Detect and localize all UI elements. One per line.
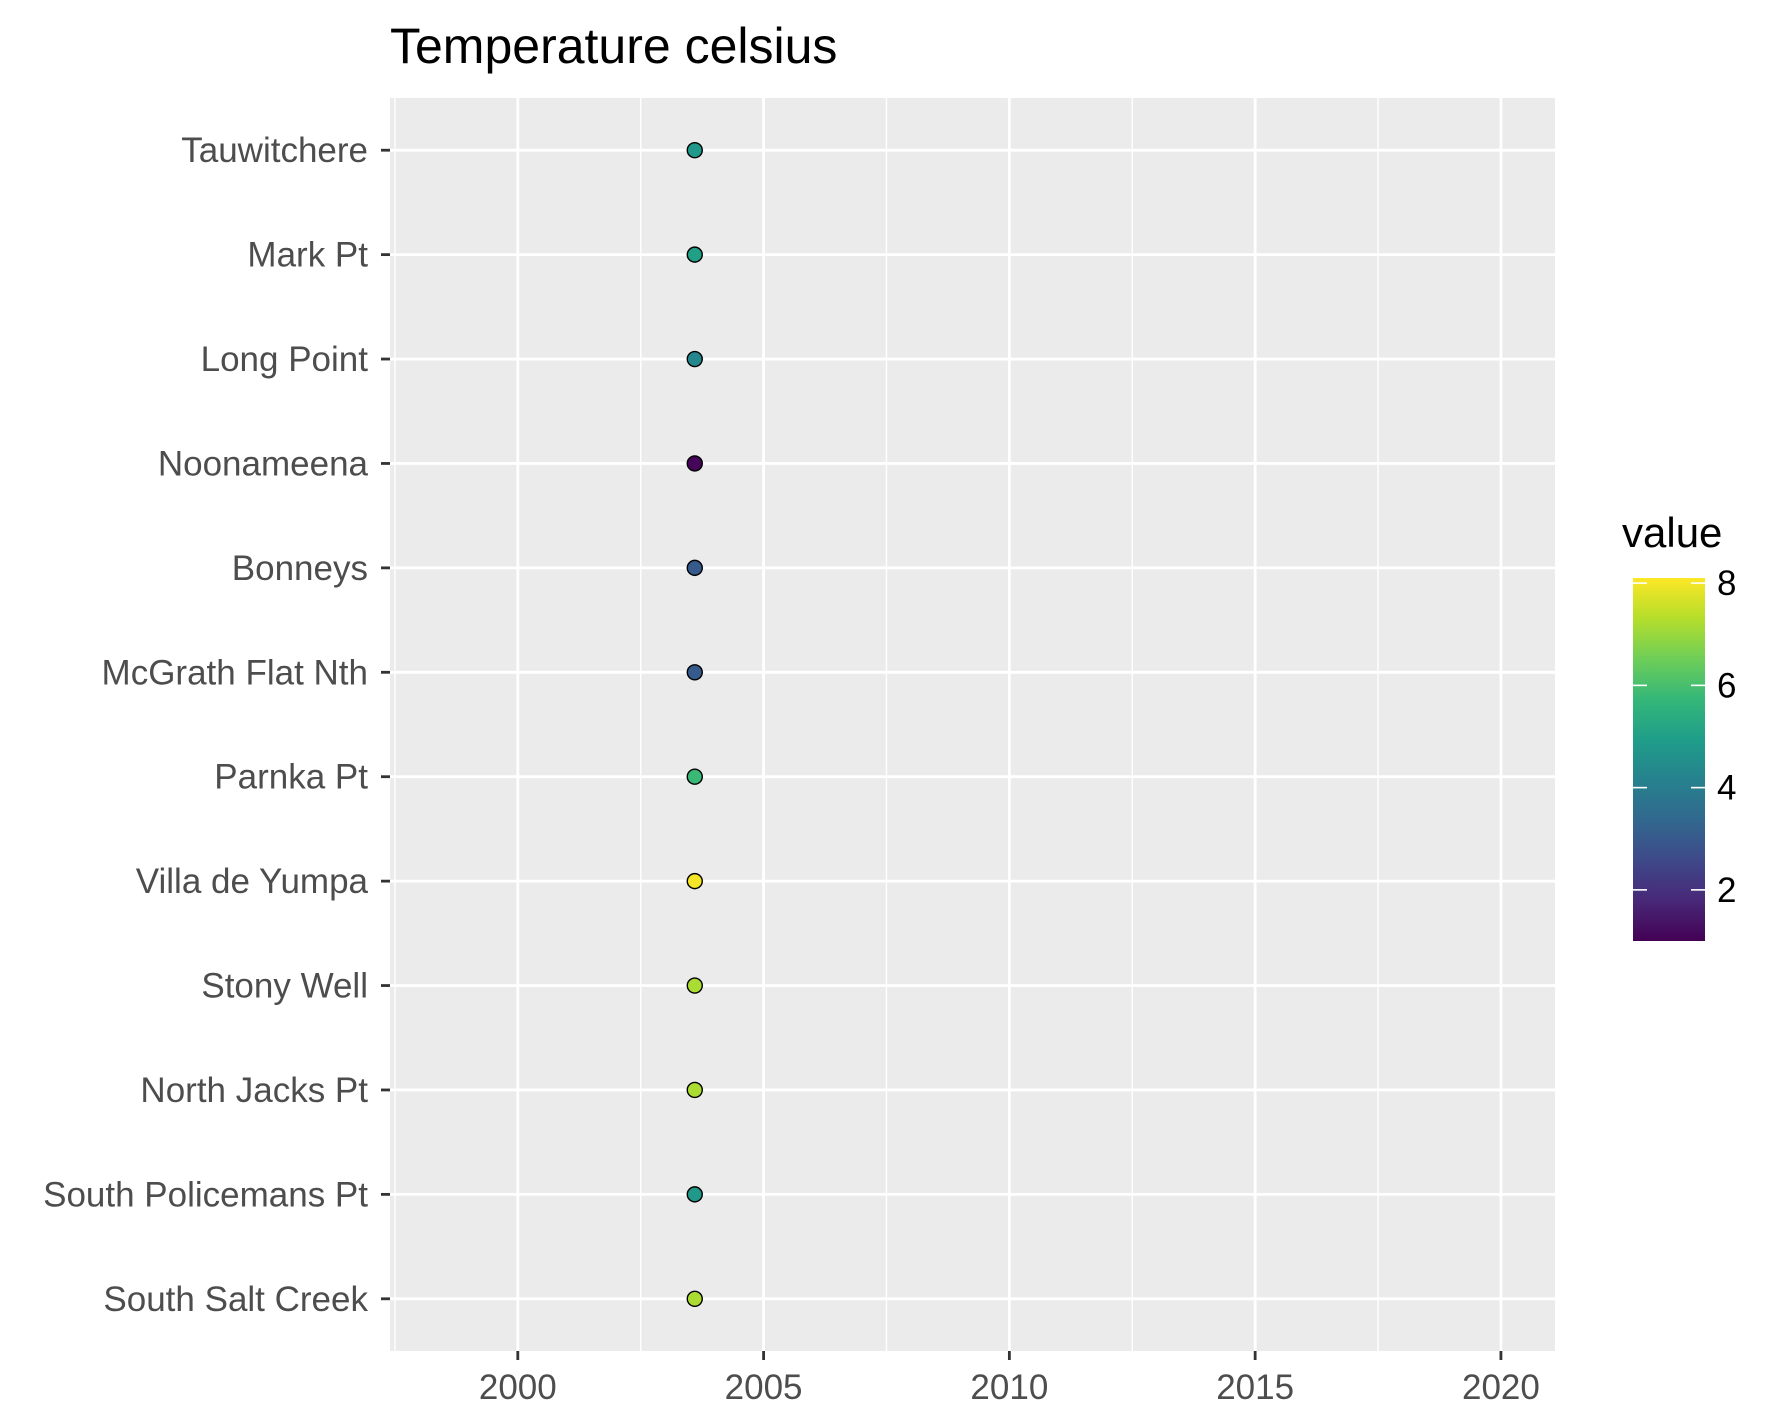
- data-point: [686, 664, 703, 681]
- colorbar-label: 6: [1717, 666, 1736, 705]
- y-tick-label: Stony Well: [201, 967, 368, 1006]
- y-tick-label: Noonameena: [158, 444, 369, 483]
- y-tick-label: Tauwitchere: [181, 131, 368, 170]
- y-tick-label: Long Point: [201, 340, 369, 379]
- data-point: [686, 246, 703, 263]
- data-point: [686, 768, 703, 785]
- colorbar-label: 8: [1717, 564, 1736, 603]
- y-tick-label: South Salt Creek: [103, 1280, 368, 1319]
- x-tick-label: 2005: [725, 1368, 803, 1407]
- data-points: [686, 142, 703, 1307]
- colorbar: [1633, 578, 1705, 941]
- y-axis: Tauwitchere Mark Pt Long Point Noonameena Bo…: [43, 131, 390, 1319]
- y-tick-label: Villa de Yumpa: [136, 862, 369, 901]
- y-tick-label: McGrath Flat Nth: [102, 653, 368, 692]
- data-point: [686, 1186, 703, 1203]
- data-point: [686, 559, 703, 577]
- data-point: [686, 1290, 703, 1307]
- plot-panel: [390, 98, 1555, 1351]
- x-tick-label: 2020: [1462, 1368, 1540, 1407]
- x-tick-label: 2000: [479, 1368, 557, 1407]
- data-point: [686, 1081, 703, 1099]
- data-point: [686, 142, 703, 159]
- data-point: [686, 872, 703, 890]
- legend-title: value: [1622, 509, 1722, 556]
- y-tick-label: Mark Pt: [247, 236, 368, 275]
- panel-background: [390, 98, 1555, 1351]
- x-axis: 2000 2005 2010 2015 2020: [479, 1351, 1540, 1407]
- y-tick-label: South Policemans Pt: [43, 1175, 368, 1214]
- y-tick-label: Parnka Pt: [214, 758, 368, 797]
- chart-title: Temperature celsius: [390, 18, 837, 74]
- y-tick-label: Bonneys: [232, 549, 368, 588]
- data-point: [686, 455, 703, 472]
- data-point: [686, 350, 703, 368]
- colorbar-label: 2: [1717, 871, 1736, 910]
- y-tick-label: North Jacks Pt: [140, 1071, 368, 1110]
- color-legend: value 2 4 6 8: [1622, 509, 1736, 941]
- x-tick-label: 2010: [970, 1368, 1048, 1407]
- colorbar-label: 4: [1717, 769, 1736, 808]
- x-tick-label: 2015: [1216, 1368, 1294, 1407]
- data-point: [686, 977, 703, 994]
